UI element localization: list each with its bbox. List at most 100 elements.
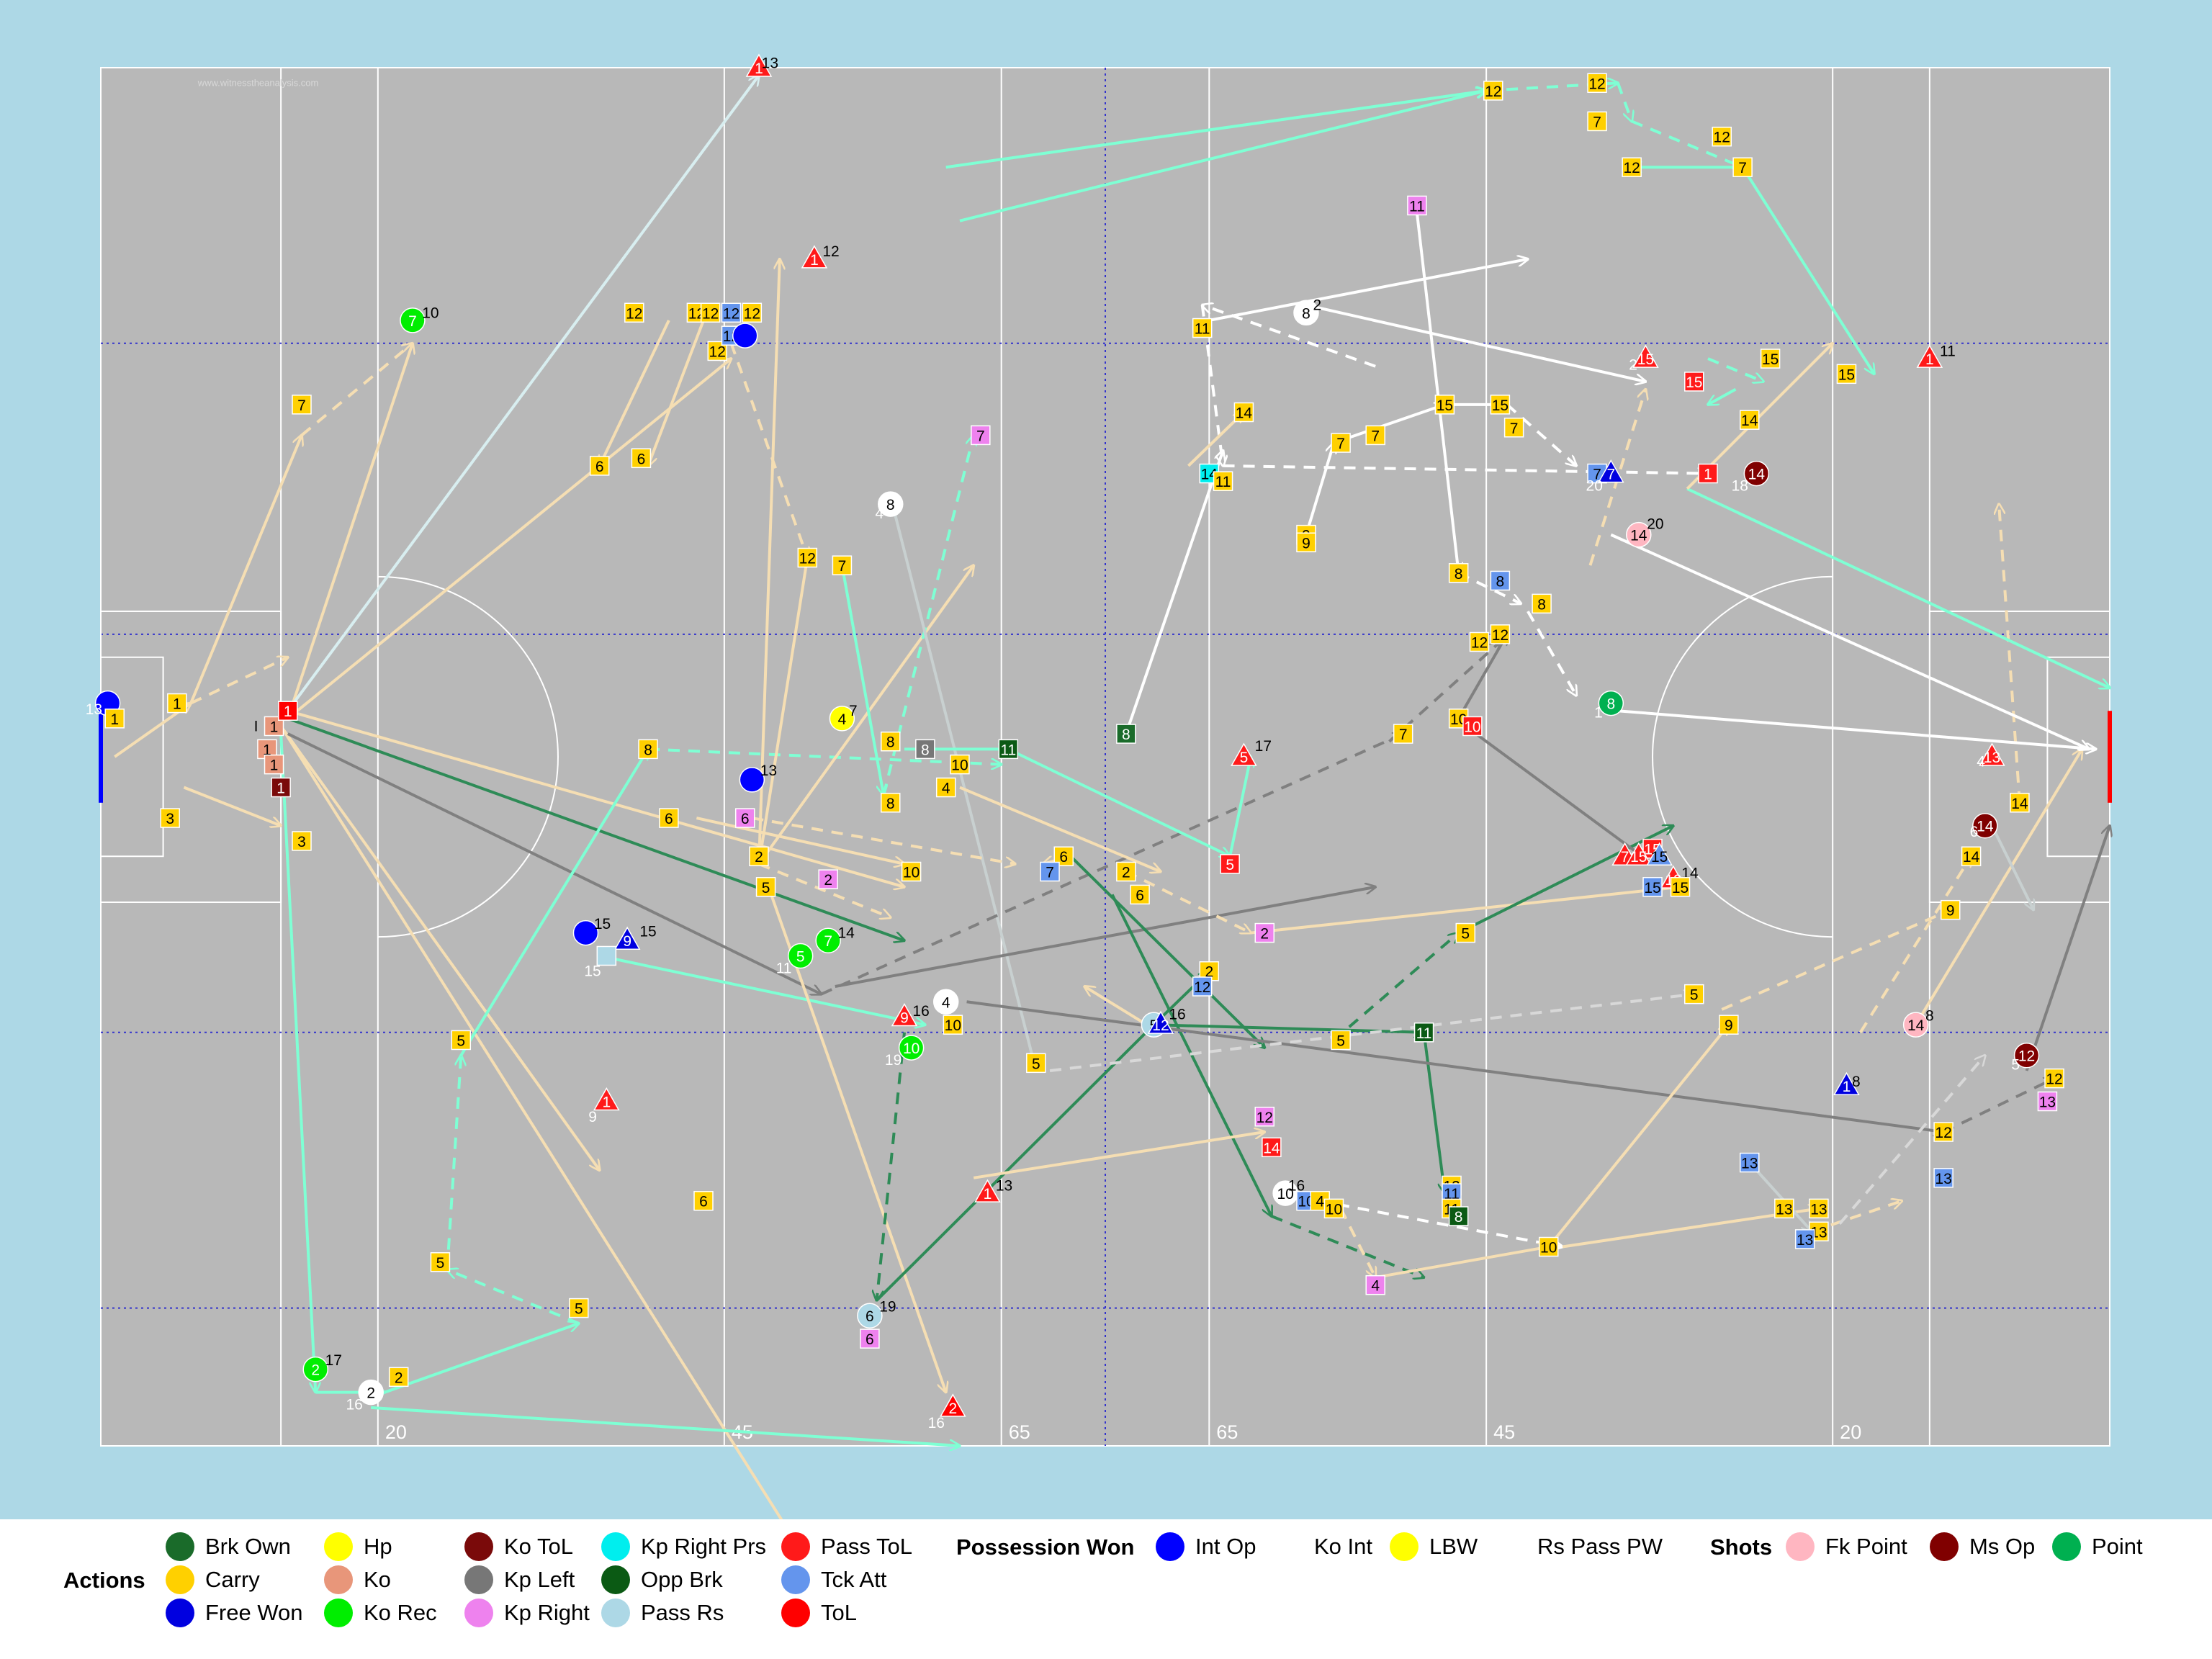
marker-label: 3 xyxy=(297,834,306,850)
legend-entry-label: Ko Int xyxy=(1314,1534,1372,1559)
action-arrow xyxy=(1333,933,1458,1041)
action-marker: 1 xyxy=(271,777,291,798)
action-marker: 81 xyxy=(1594,690,1624,721)
marker-square xyxy=(2010,793,2030,813)
legend-entry-label: Kp Left xyxy=(504,1567,575,1592)
marker-label: 7 xyxy=(408,313,417,330)
action-arrow xyxy=(279,733,315,1392)
marker-square xyxy=(1407,195,1427,216)
action-marker: 10 xyxy=(1462,716,1483,737)
marker-square xyxy=(1933,1122,1954,1142)
action-marker: 9 15 xyxy=(613,923,657,950)
marker-dot xyxy=(2013,1042,2040,1069)
marker-tag: 14 xyxy=(838,925,855,942)
action-arrow xyxy=(696,817,904,864)
marker-label: 15 xyxy=(1762,351,1779,368)
marker-dot xyxy=(572,920,599,946)
marker-label: 13 xyxy=(1797,1232,1813,1249)
action-arrow xyxy=(1049,994,1694,1072)
action-arrow xyxy=(384,1323,578,1394)
action-arrow xyxy=(1084,986,1148,1026)
marker-label: 7 xyxy=(297,397,306,414)
marker-label: 4 xyxy=(942,781,950,797)
action-marker: 15 xyxy=(1760,349,1781,369)
marker-square xyxy=(589,456,610,476)
marker-dot xyxy=(829,706,855,732)
marker-label: 15 xyxy=(1672,880,1689,896)
marker-square xyxy=(1712,126,1732,147)
legend-key-icon xyxy=(781,1532,810,1561)
action-marker: 1I xyxy=(254,716,284,737)
marker-square xyxy=(1192,318,1213,338)
action-marker: 11 xyxy=(1192,318,1213,338)
marker-square xyxy=(1462,716,1483,737)
marker-label: 1 xyxy=(1925,351,1934,368)
marker-square xyxy=(1739,1152,1760,1173)
legend-key-icon xyxy=(324,1565,353,1594)
marker-tag: 5 xyxy=(2011,1056,2020,1073)
marker-label: 8 xyxy=(886,734,895,751)
action-marker: 10 xyxy=(943,1015,963,1035)
marker-label: 8 xyxy=(1302,305,1310,322)
marker-square xyxy=(1455,922,1476,943)
action-marker: 216 xyxy=(928,1393,966,1431)
legend-key-icon xyxy=(601,1532,630,1561)
action-arrow xyxy=(1610,533,2089,750)
marker-label: 14 xyxy=(1907,1017,1925,1034)
action-arrow xyxy=(1125,870,1251,933)
action-marker: 8 xyxy=(915,739,935,760)
action-marker: 15 xyxy=(1836,364,1857,385)
marker-tag: 15 xyxy=(639,923,656,940)
marker-label: 5 xyxy=(575,1301,583,1318)
action-arrow xyxy=(1721,910,1950,1011)
action-arrow xyxy=(1748,1161,1812,1232)
marker-square xyxy=(742,302,763,323)
marker-square xyxy=(264,754,284,775)
marker-square xyxy=(160,808,180,828)
marker-square xyxy=(104,709,125,729)
marker-label: 2 xyxy=(367,1385,375,1402)
marker-label: 8 xyxy=(1122,727,1130,743)
marker-square xyxy=(818,869,838,889)
marker-label: 10 xyxy=(951,757,968,774)
marker-label: 12 xyxy=(1471,635,1488,652)
marker-label: 11 xyxy=(1416,1025,1432,1042)
marker-label: 12 xyxy=(709,343,726,360)
marker-triangle xyxy=(891,1003,918,1027)
marker-label: 12 xyxy=(1152,1017,1169,1034)
marker-square xyxy=(1393,724,1413,744)
action-arrow xyxy=(183,786,281,826)
marker-square xyxy=(1490,395,1511,415)
pitch-chart: 204565654520www.witnesstheanalysis.comww… xyxy=(86,53,2212,1519)
action-marker: 11 xyxy=(1407,195,1427,216)
marker-label: 6 xyxy=(1136,887,1144,904)
action-arrow xyxy=(1811,1201,1902,1233)
action-marker: 6 xyxy=(631,448,652,469)
action-marker: 8 xyxy=(638,739,658,760)
action-marker: 6 xyxy=(1130,884,1150,905)
marker-square xyxy=(1933,1168,1954,1188)
marker-tag: 20 xyxy=(1647,516,1663,533)
legend-entry-label: Opp Brk xyxy=(641,1567,723,1592)
marker-label: 7 xyxy=(1046,865,1054,881)
marker-label: 10 xyxy=(1326,1201,1342,1218)
action-arrow xyxy=(1617,709,2096,749)
marker-label: 7 xyxy=(1621,849,1629,866)
marker-label: 1 xyxy=(276,781,285,797)
action-arrow xyxy=(1271,1215,1424,1277)
action-marker: 12 xyxy=(721,302,742,323)
marker-square xyxy=(1448,1206,1469,1226)
marker-square xyxy=(901,861,922,882)
action-marker xyxy=(732,323,758,349)
marker-square xyxy=(1622,157,1642,177)
marker-square xyxy=(1739,410,1760,430)
marker-tag: 6 xyxy=(1970,824,1979,840)
marker-dot xyxy=(1743,460,1770,487)
marker-label: 9 xyxy=(1725,1017,1733,1034)
marker-label: 13 xyxy=(1741,1156,1758,1172)
marker-label: 7 xyxy=(1606,467,1615,483)
marker-tag: 16 xyxy=(912,1003,929,1020)
action-arrow xyxy=(1465,724,1653,863)
marker-label: 5 xyxy=(1226,857,1234,873)
